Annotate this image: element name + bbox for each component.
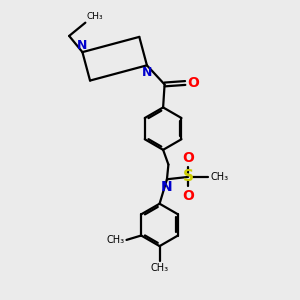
Text: CH₃: CH₃ <box>211 172 229 182</box>
Text: N: N <box>161 180 173 194</box>
Text: S: S <box>183 169 194 184</box>
Text: O: O <box>182 151 194 164</box>
Text: O: O <box>188 76 200 90</box>
Text: N: N <box>142 66 153 79</box>
Text: CH₃: CH₃ <box>107 235 125 245</box>
Text: CH₃: CH₃ <box>87 12 103 21</box>
Text: N: N <box>76 38 87 52</box>
Text: CH₃: CH₃ <box>151 263 169 273</box>
Text: O: O <box>182 189 194 203</box>
